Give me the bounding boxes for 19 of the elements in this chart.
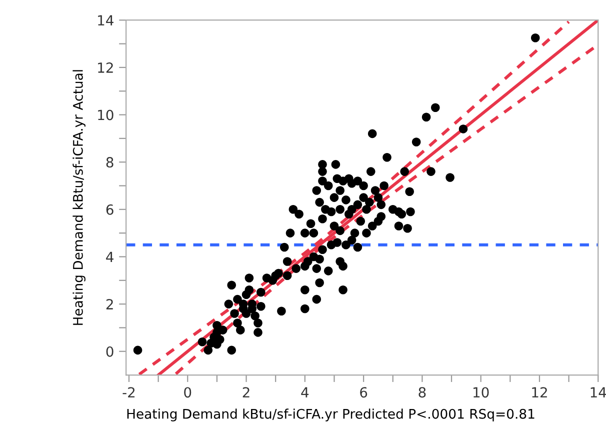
y-tick-label: 6 xyxy=(106,204,114,215)
y-tick-label: 0 xyxy=(106,346,114,357)
x-tick-label: 14 xyxy=(590,387,606,398)
x-tick-label: 6 xyxy=(360,387,368,398)
y-tick-label: 10 xyxy=(98,110,114,120)
x-tick-label: 12 xyxy=(532,387,547,398)
y-tick-label: 12 xyxy=(98,62,113,73)
y-tick-label: 2 xyxy=(106,299,113,310)
y-tick-label: 8 xyxy=(106,157,114,168)
x-tick-label: 8 xyxy=(418,387,426,398)
x-tick-label: 10 xyxy=(474,387,489,398)
y-tick-label: 4 xyxy=(106,252,114,262)
x-tick-label: 0 xyxy=(184,387,192,398)
x-axis-title: Heating Demand kBtu/sf-iCFA.yr Predicted P<.0001 RSq=0.81 xyxy=(127,408,534,422)
y-tick-label: 14 xyxy=(98,15,114,26)
x-tick-label: 4 xyxy=(301,387,309,398)
x-tick-label: -2 xyxy=(122,387,135,398)
x-tick-label: 2 xyxy=(242,387,250,398)
y-axis-title: Heating Demand kBtu/sf-iCFA.yr Actual xyxy=(72,70,86,325)
